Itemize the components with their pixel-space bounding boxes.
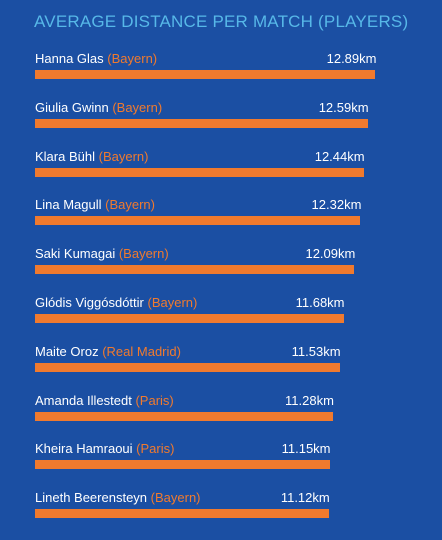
player-name: Lina Magull <box>35 197 102 213</box>
player-row: Kheira Hamraoui (Paris) 11.15km <box>0 441 442 475</box>
player-name: Maite Oroz <box>35 343 99 359</box>
player-label: Glódis Viggósdóttir (Bayern) <box>35 295 197 310</box>
player-club: (Paris) <box>135 392 174 408</box>
player-name: Saki Kumagai <box>35 246 116 262</box>
distance-value-label: 12.09km <box>305 246 356 262</box>
distance-value-label: 11.28km <box>285 392 334 408</box>
player-row: Lina Magull (Bayern) 12.32km <box>0 197 442 231</box>
distance-bar <box>35 460 330 470</box>
player-label: Amanda Illestedt (Paris) <box>35 393 174 408</box>
player-name: Kheira Hamraoui <box>35 441 133 457</box>
player-label: Saki Kumagai (Bayern) <box>35 246 169 261</box>
player-name: Glódis Viggósdóttir <box>35 295 144 310</box>
player-club: (Real Madrid) <box>102 343 181 359</box>
distance-bar <box>35 314 344 323</box>
distance-value-label: 11.53km <box>291 343 341 359</box>
player-name: Giulia Gwinn <box>35 99 109 115</box>
player-club: (Bayern) <box>107 51 158 66</box>
player-club: (Bayern) <box>105 197 155 213</box>
player-label: Kheira Hamraoui (Paris) <box>35 441 174 456</box>
distance-value-label: 11.12km <box>280 490 330 506</box>
chart-title: AVERAGE DISTANCE PER MATCH (PLAYERS) <box>34 12 409 31</box>
player-row: Amanda Illestedt (Paris) 11.28km <box>0 393 442 427</box>
player-club: (Bayern) <box>98 148 149 164</box>
player-row: Lineth Beerensteyn (Bayern) 11.12km <box>0 490 442 524</box>
distance-bar <box>35 70 376 79</box>
distance-bar <box>35 265 355 275</box>
distance-value-label: 12.59km <box>318 99 369 115</box>
distance-bar <box>35 216 361 226</box>
player-label: Lineth Beerensteyn (Bayern) <box>35 490 201 505</box>
player-club: (Bayern) <box>112 99 163 115</box>
player-label: Hanna Glas (Bayern) <box>35 51 157 66</box>
player-club: (Bayern) <box>118 246 169 262</box>
distance-bar <box>35 167 364 177</box>
player-label: Lina Magull (Bayern) <box>35 197 155 212</box>
player-label: Giulia Gwinn (Bayern) <box>35 100 162 115</box>
player-name: Amanda Illestedt <box>35 392 132 408</box>
player-label: Maite Oroz (Real Madrid) <box>35 344 181 359</box>
player-row: Glódis Viggósdóttir (Bayern) 11.68km <box>0 295 442 329</box>
distance-value-label: 12.32km <box>311 197 362 213</box>
player-name: Klara Bühl <box>35 148 95 164</box>
player-name: Hanna Glas <box>35 51 104 66</box>
player-row: Maite Oroz (Real Madrid) 11.53km <box>0 344 442 378</box>
player-row: Klara Bühl (Bayern) 12.44km <box>0 149 442 183</box>
player-row: Giulia Gwinn (Bayern) 12.59km <box>0 100 442 134</box>
player-row: Hanna Glas (Bayern) 12.89km <box>0 51 442 85</box>
distance-value-label: 12.44km <box>314 148 365 164</box>
distance-value-label: 11.68km <box>295 295 345 310</box>
player-club: (Paris) <box>136 441 175 457</box>
player-club: (Bayern) <box>150 490 201 506</box>
distance-bar <box>35 118 368 128</box>
distance-value-label: 11.15km <box>281 441 331 457</box>
distance-bar <box>35 509 329 519</box>
player-name: Lineth Beerensteyn <box>35 490 148 506</box>
player-label: Klara Bühl (Bayern) <box>35 149 148 164</box>
distance-bar <box>35 411 333 421</box>
distance-value-label: 12.89km <box>326 51 377 66</box>
distance-bar <box>35 362 340 372</box>
player-row: Saki Kumagai (Bayern) 12.09km <box>0 246 442 280</box>
player-club: (Bayern) <box>147 295 198 310</box>
